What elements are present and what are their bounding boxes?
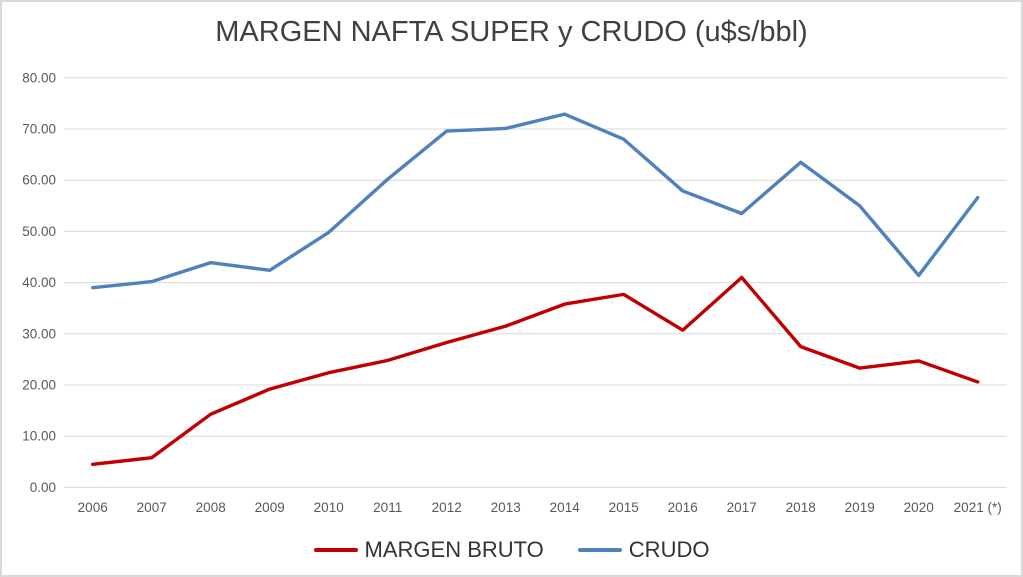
- x-axis-tick-label: 2016: [668, 500, 698, 515]
- x-axis-tick-label: 2019: [845, 500, 875, 515]
- x-axis-tick-label: 2008: [196, 500, 226, 515]
- y-axis-tick-label: 20.00: [22, 378, 56, 393]
- x-axis-tick-label: 2018: [786, 500, 816, 515]
- y-axis-tick-label: 10.00: [22, 429, 56, 444]
- y-axis-tick-label: 70.00: [22, 122, 56, 137]
- x-axis-tick-label: 2007: [137, 500, 167, 515]
- legend-item-crudo: CRUDO: [577, 537, 710, 563]
- y-axis-tick-label: 30.00: [22, 326, 56, 341]
- legend-label: CRUDO: [628, 537, 710, 562]
- x-axis-tick-label: 2009: [255, 500, 285, 515]
- legend-item-margen-bruto: MARGEN BRUTO: [313, 537, 544, 563]
- y-axis-tick-label: 60.00: [22, 173, 56, 188]
- x-axis-tick-label: 2017: [727, 500, 757, 515]
- y-axis-tick-label: 50.00: [22, 224, 56, 239]
- x-axis-tick-label: 2021 (*): [954, 500, 1002, 515]
- legend: MARGEN BRUTO CRUDO: [2, 537, 1021, 563]
- x-axis-tick-label: 2011: [373, 500, 402, 515]
- legend-line-swatch: [577, 548, 622, 552]
- x-axis-tick-label: 2010: [314, 500, 344, 515]
- x-axis-tick-label: 2013: [491, 500, 521, 515]
- series-line-margen-bruto: [90, 275, 980, 467]
- x-axis-tick-label: 2014: [550, 500, 581, 515]
- x-axis-tick-label: 2015: [609, 500, 639, 515]
- y-axis-tick-label: 40.00: [22, 275, 56, 290]
- x-axis-tick-label: 2006: [78, 500, 108, 515]
- legend-line-swatch: [313, 548, 358, 552]
- chart-title: MARGEN NAFTA SUPER y CRUDO (u$s/bbl): [215, 16, 808, 48]
- series-line-crudo: [90, 112, 980, 290]
- x-axis-tick-label: 2012: [432, 500, 462, 515]
- y-axis-tick-label: 80.00: [22, 70, 56, 85]
- legend-label: MARGEN BRUTO: [364, 537, 544, 562]
- y-axis-tick-label: 0.00: [30, 480, 56, 495]
- x-axis-tick-label: 2020: [904, 500, 934, 515]
